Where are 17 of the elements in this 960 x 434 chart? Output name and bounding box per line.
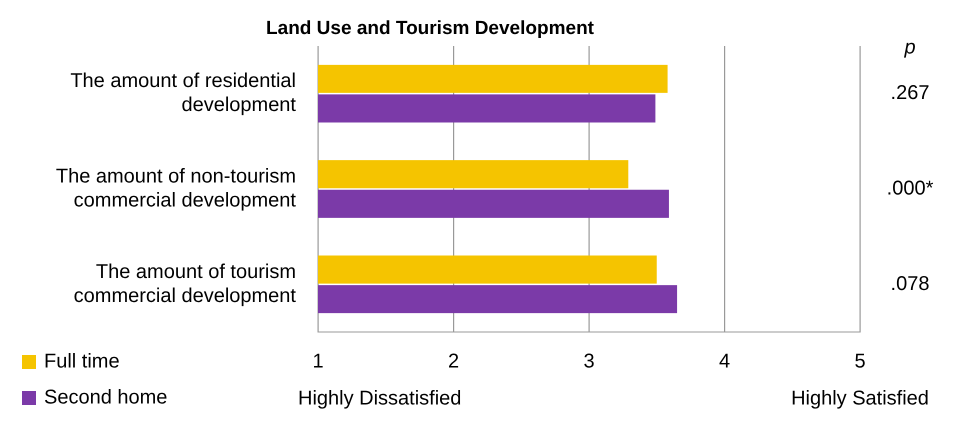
x-tick-label: 1: [312, 350, 324, 373]
x-tick-label: 4: [718, 350, 730, 373]
text: p: [903, 36, 916, 59]
y-tick-label: The amount of non-tourism commercial development: [56, 166, 296, 212]
text: .078: [890, 272, 930, 295]
text: Highly Dissatisfied: [298, 388, 462, 410]
x-tick-label: 2: [448, 350, 460, 373]
x-tick-label: 3: [583, 350, 595, 373]
x-tick-label: 5: [854, 350, 866, 373]
legend-label: Full time: [44, 350, 120, 373]
legend-label: Second home: [44, 386, 168, 409]
text: .000*: [886, 178, 934, 200]
chart-title: Land Use and Tourism Development: [266, 18, 595, 39]
y-tick-label: The amount of residential development: [70, 70, 296, 116]
y-tick-label: The amount of tourism commercial development: [74, 260, 296, 307]
text: Highly Satisfied: [791, 388, 929, 410]
text: .267: [890, 82, 930, 104]
